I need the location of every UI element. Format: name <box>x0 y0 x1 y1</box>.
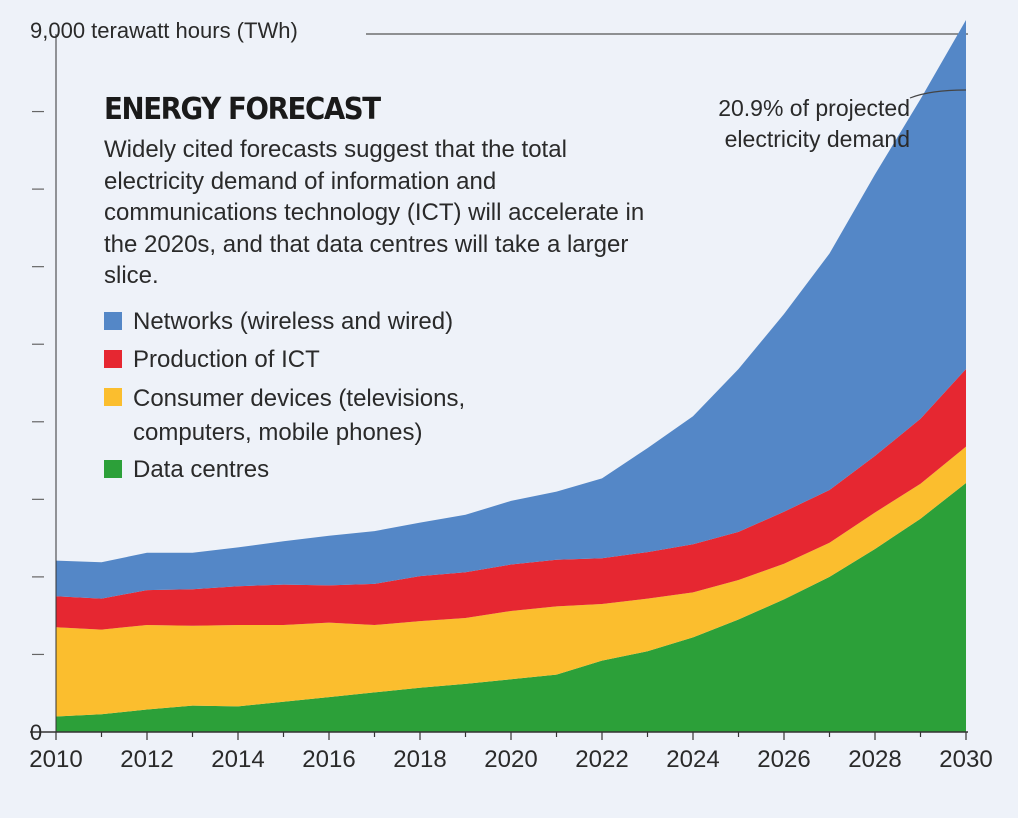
legend-swatch-networks <box>104 312 122 330</box>
legend-swatch-consumer-devices <box>104 388 122 406</box>
x-tick-label: 2012 <box>120 746 173 773</box>
legend-swatch-production <box>104 350 122 368</box>
legend-label-networks: Networks (wireless and wired) <box>133 308 454 335</box>
legend-label-data-centres: Data centres <box>133 456 270 483</box>
area-series-group <box>56 20 966 732</box>
annotation-leader-line <box>909 89 967 99</box>
x-tick-label: 2028 <box>848 746 901 773</box>
chart-subtitle: Widely cited forecasts suggest that the … <box>104 136 645 289</box>
legend-swatch-data-centres <box>104 460 122 478</box>
area-series-0 <box>56 483 966 732</box>
area-series-3 <box>56 20 966 599</box>
x-tick-label: 2020 <box>484 746 537 773</box>
legend-label-production: Production of ICT <box>133 346 320 373</box>
y-axis-top-label: 9,000 terawatt hours (TWh) <box>30 18 298 43</box>
x-tick-label: 2030 <box>939 746 992 773</box>
legend-label-consumer-devices: Consumer devices (televisions, computers,… <box>133 385 466 446</box>
area-series-1 <box>56 446 966 717</box>
y-tick-label: 0 <box>30 720 42 745</box>
x-tick-label: 2014 <box>211 746 264 773</box>
x-tick-label: 2026 <box>757 746 810 773</box>
area-series-2 <box>56 369 966 630</box>
x-tick-label: 2022 <box>575 746 628 773</box>
projection-annotation: 20.9% of projected electricity demand <box>718 95 910 152</box>
x-tick-label: 2016 <box>302 746 355 773</box>
chart-title: ENERGY FORECAST <box>104 92 381 127</box>
x-tick-label: 2010 <box>29 746 82 773</box>
x-tick-label: 2018 <box>393 746 446 773</box>
x-tick-label: 2024 <box>666 746 719 773</box>
